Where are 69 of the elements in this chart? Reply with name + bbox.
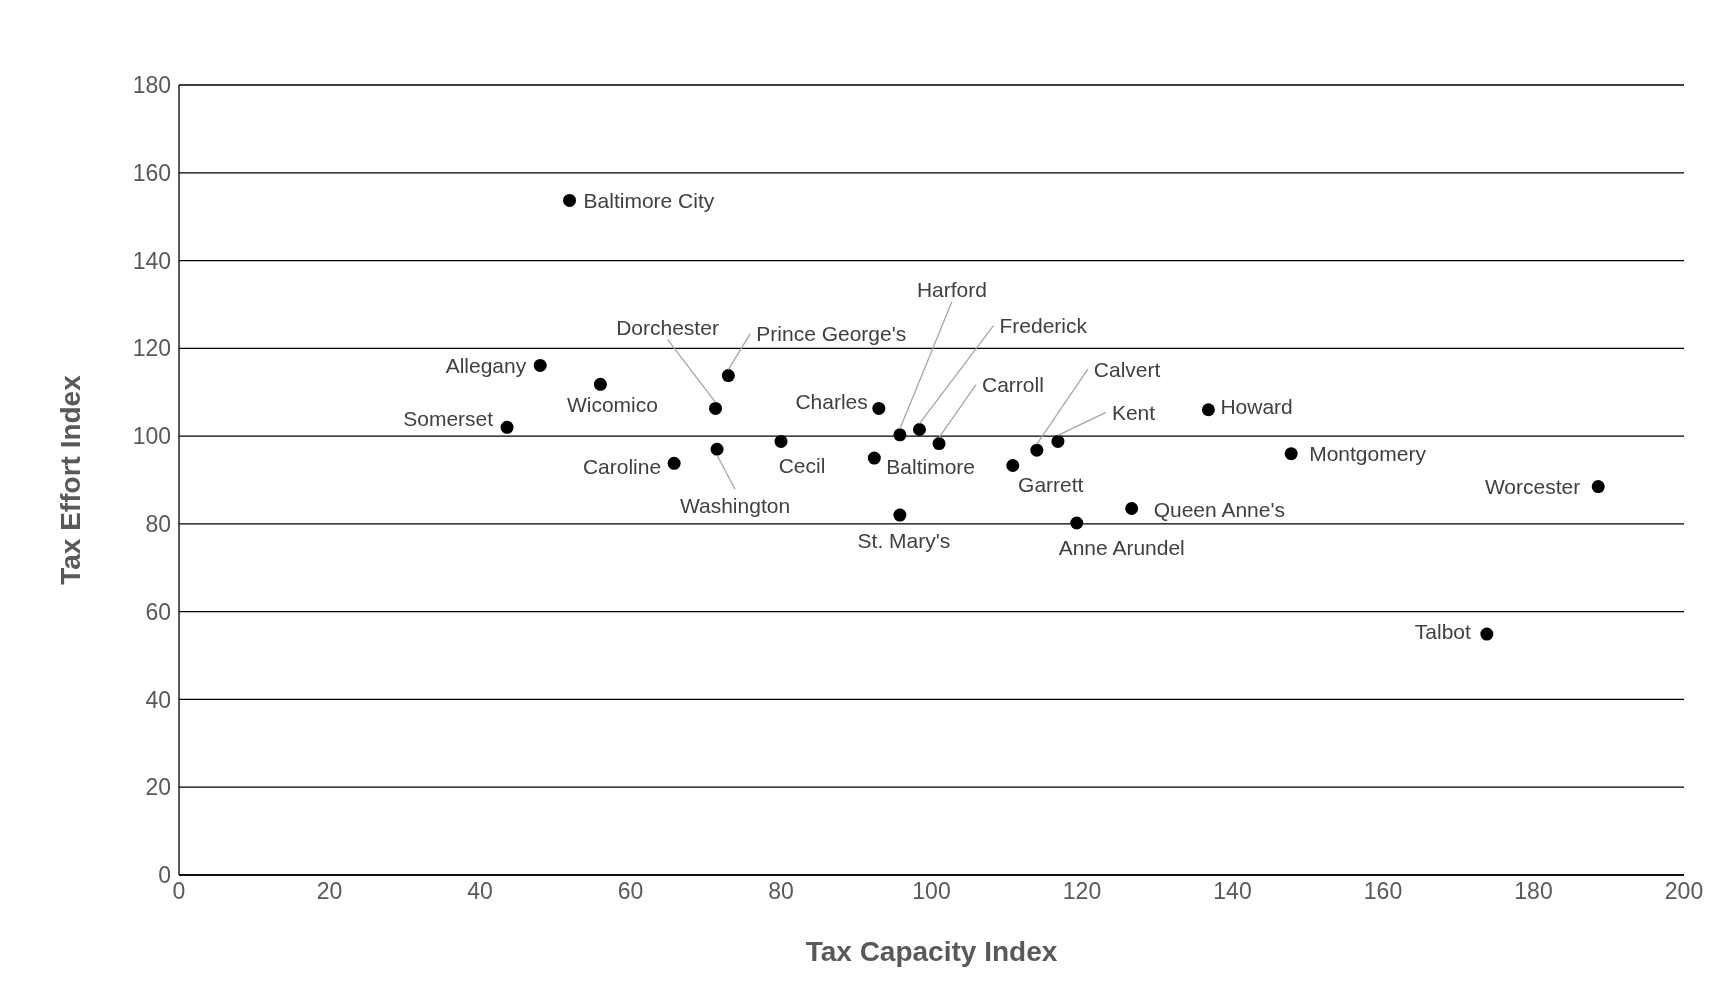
x-tick-label: 200 [1664, 878, 1704, 905]
point [563, 193, 577, 207]
point [893, 508, 907, 522]
y-tick-label: 140 [132, 247, 171, 274]
annotation: Prince George's [756, 321, 907, 345]
annotation: Baltimore City [583, 188, 715, 212]
y-tick-label: 100 [132, 423, 171, 450]
x-tick-label: 120 [1062, 878, 1102, 905]
point [774, 434, 788, 448]
annotation: Carroll [982, 372, 1044, 396]
x-tick-label: 60 [617, 878, 644, 905]
x-tick-label: 100 [912, 878, 951, 905]
point [721, 369, 735, 383]
annotation: Cecil [778, 453, 826, 477]
point [667, 456, 681, 470]
x-tick-label: 20 [316, 878, 343, 905]
x-axis-title: Tax Capacity Index [805, 936, 1058, 967]
point [1070, 516, 1084, 530]
point [932, 437, 946, 451]
point [709, 401, 723, 415]
point [1201, 403, 1215, 417]
annotation: Talbot [1414, 620, 1471, 644]
y-tick-label: 120 [132, 335, 171, 362]
point [1125, 502, 1139, 516]
annotation: Frederick [999, 313, 1088, 337]
point [1480, 627, 1494, 641]
x-tick-label: 180 [1514, 878, 1553, 905]
annotation: Queen Anne's [1153, 497, 1285, 521]
annotation: Allegany [445, 353, 527, 377]
annotation: Charles [795, 389, 868, 413]
x-tick-label: 140 [1213, 878, 1252, 905]
point [1030, 443, 1044, 457]
annotation: Washington [679, 493, 791, 517]
annotation: Caroline [582, 454, 662, 478]
annotation: Baltimore [886, 455, 976, 479]
point [1051, 434, 1065, 448]
x-tick-label: 80 [768, 878, 794, 905]
annotation: Wicomico [566, 392, 658, 416]
x-tick-label: 40 [467, 878, 493, 905]
y-axis-title: Tax Effort Index [54, 374, 86, 585]
annotation: Anne Arundel [1058, 536, 1185, 560]
annotation: Worcester [1484, 474, 1581, 498]
point [593, 377, 607, 391]
point [1284, 447, 1298, 461]
y-tick-label: 40 [145, 686, 171, 713]
annotation: Howard [1220, 395, 1293, 419]
annotation: Calvert [1093, 357, 1161, 381]
point [893, 428, 907, 442]
point [867, 451, 881, 465]
annotation: St. Mary's [857, 529, 951, 553]
annotation: Garrett [1018, 472, 1084, 496]
point [1591, 480, 1605, 494]
annotation: Montgomery [1309, 442, 1427, 466]
point [912, 423, 926, 437]
annotation: Dorchester [616, 315, 719, 339]
point [533, 358, 547, 372]
point [872, 401, 886, 415]
y-tick-label: 180 [132, 72, 171, 99]
y-tick-label: 80 [145, 511, 171, 538]
annotation: Somerset [403, 406, 494, 430]
annotation: Harford [916, 278, 987, 302]
point [710, 442, 724, 456]
x-tick-label: 160 [1363, 878, 1403, 905]
y-tick-label: 60 [145, 598, 171, 625]
y-tick-label: 20 [145, 774, 171, 801]
point [500, 420, 514, 434]
annotation: Kent [1111, 400, 1156, 424]
y-tick-label: 160 [132, 159, 171, 186]
point [1006, 459, 1020, 473]
